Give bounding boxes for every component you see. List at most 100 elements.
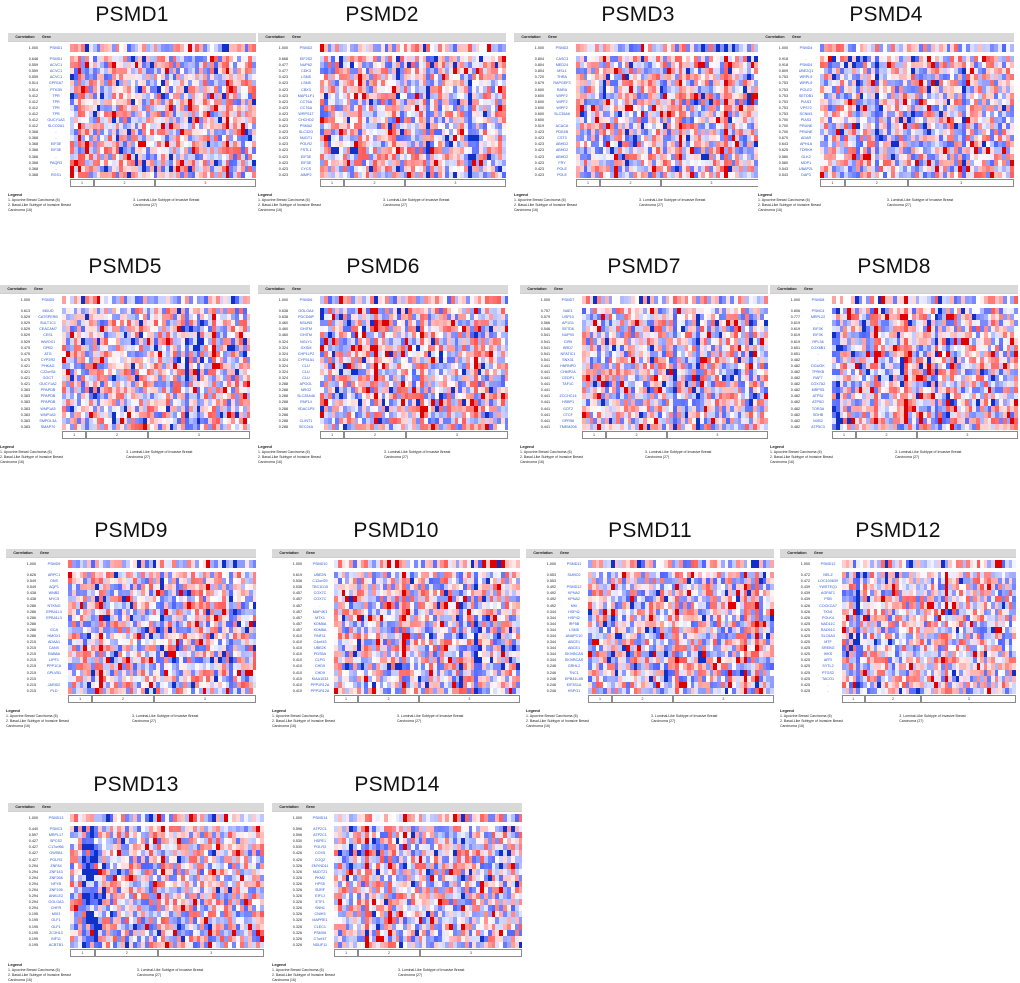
correlation-value: 0.643	[758, 142, 792, 146]
correlation-value: 0.804	[514, 69, 548, 73]
axis-label-gutter	[514, 179, 576, 187]
gene-label: -	[42, 155, 70, 159]
column-header-correlation: Correlation	[514, 35, 548, 39]
correlation-value: 0.368	[8, 142, 42, 146]
correlation-value: 0.543	[758, 173, 792, 177]
correlation-value: 0.753	[758, 81, 792, 85]
gene-label: WIPF2	[548, 106, 576, 110]
gene-label: PAQR3	[42, 161, 70, 165]
legend-entry-2: 2. Basal-Like Subtype of Invasive Breast…	[258, 203, 377, 212]
correlation-value: 0.720	[514, 75, 548, 79]
heatmap-row-strip	[70, 44, 256, 52]
column-header-gene: Gene	[548, 35, 576, 39]
correlation-value: 0.368	[8, 173, 42, 177]
legend-column-left: 1. Apocrine Breast Carcinoma (6)2. Basal…	[8, 198, 127, 212]
legend-column-right: 3. Luminal-Like Subtype of Invasive Brea…	[383, 198, 502, 212]
correlation-value: 1.000	[758, 46, 792, 50]
correlation-value: 0.423	[514, 142, 548, 146]
gene-label: SCNM1	[792, 112, 820, 116]
panel-title: PSMD4	[758, 4, 1014, 25]
correlation-value: 0.423	[258, 130, 292, 134]
correlation-value: 1.000	[514, 46, 548, 50]
gene-label: TPR	[42, 100, 70, 104]
heatmap-cell	[247, 296, 251, 304]
legend-entry-2: 2. Basal-Like Subtype of Invasive Breast…	[758, 203, 881, 212]
gene-label: WRPL9	[792, 75, 820, 79]
gene-label: POLE2	[792, 88, 820, 92]
correlation-value: 0.423	[514, 161, 548, 165]
gene-label: EIF3E	[42, 148, 70, 152]
correlation-value: 0.559	[8, 69, 42, 73]
gene-label: ABHD2	[548, 148, 576, 152]
gene-label: CHCHD2	[292, 118, 320, 122]
gene-label: GPR167	[42, 81, 70, 85]
sample-group-2: 2	[845, 179, 908, 187]
gene-label: ACVC1	[42, 75, 70, 79]
gene-label: PSMD1	[42, 57, 70, 61]
correlation-value: 0.559	[8, 63, 42, 67]
correlation-value: 0.423	[258, 106, 292, 110]
gene-label: RARA	[548, 88, 576, 92]
gene-label: PSMD4	[792, 46, 820, 50]
gene-label: CCT6A	[292, 100, 320, 104]
legend-title: Legend	[8, 192, 256, 197]
panel-title: PSMD2	[258, 4, 506, 25]
correlation-value: 0.475	[0, 346, 34, 350]
gene-label: SLC35A6	[548, 112, 576, 116]
heatmap-row-strip	[576, 172, 762, 178]
gene-label: POLE	[548, 167, 576, 171]
legend-entries: 1. Apocrine Breast Carcinoma (6)2. Basal…	[758, 198, 1014, 212]
legend-entry-2: 2. Basal-Like Subtype of Invasive Breast…	[514, 203, 633, 212]
correlation-value: 0.519	[514, 124, 548, 128]
correlation-value: 0.600	[514, 100, 548, 104]
correlation-value: 0.514	[8, 88, 42, 92]
gene-label: EIF3E	[292, 155, 320, 159]
legend-title: Legend	[258, 192, 506, 197]
correlation-value: 0.423	[258, 148, 292, 152]
sample-group-1: 1	[820, 179, 845, 187]
legend-entry-3: 3. Luminal-Like Subtype of Invasive Brea…	[887, 198, 1010, 207]
correlation-value: 0.368	[8, 130, 42, 134]
correlation-value: 0.412	[8, 106, 42, 110]
correlation-value: 0.423	[258, 155, 292, 159]
gene-label: ACACA	[548, 124, 576, 128]
gene-label: ADAR	[792, 136, 820, 140]
gene-label: ABHD2	[548, 142, 576, 146]
correlation-value: 0.514	[8, 81, 42, 85]
legend-column-left: 1. Apocrine Breast Carcinoma (6)2. Basal…	[514, 198, 633, 212]
gene-label: -	[548, 118, 576, 122]
correlation-value: 0.559	[8, 75, 42, 79]
correlation-value: 0.477	[258, 69, 292, 73]
correlation-value: 0.423	[258, 142, 292, 146]
gene-label: GLK2	[792, 155, 820, 159]
correlation-value: 0.809	[758, 69, 792, 73]
correlation-value: 0.423	[258, 167, 292, 171]
gene-label: APH1A	[792, 142, 820, 146]
correlation-value: 0.368	[8, 148, 42, 152]
gene-label: EIF3E	[42, 142, 70, 146]
gene-label: TPR	[42, 112, 70, 116]
correlation-value: 0.918	[758, 63, 792, 67]
gene-label: PDE4B	[548, 130, 576, 134]
gene-label: TDRKH	[792, 148, 820, 152]
gene-label: CBX3	[292, 88, 320, 92]
correlation-value: 0.580	[758, 155, 792, 159]
panel-title: PSMD5	[0, 256, 250, 277]
gene-label: MSL1	[548, 69, 576, 73]
gene-label: SLC32G	[292, 130, 320, 134]
gene-label: WIPF2	[548, 100, 576, 104]
column-header-correlation: Correlation	[0, 287, 34, 291]
correlation-value: 0.580	[758, 161, 792, 165]
heatmap-row-strip	[320, 172, 506, 178]
